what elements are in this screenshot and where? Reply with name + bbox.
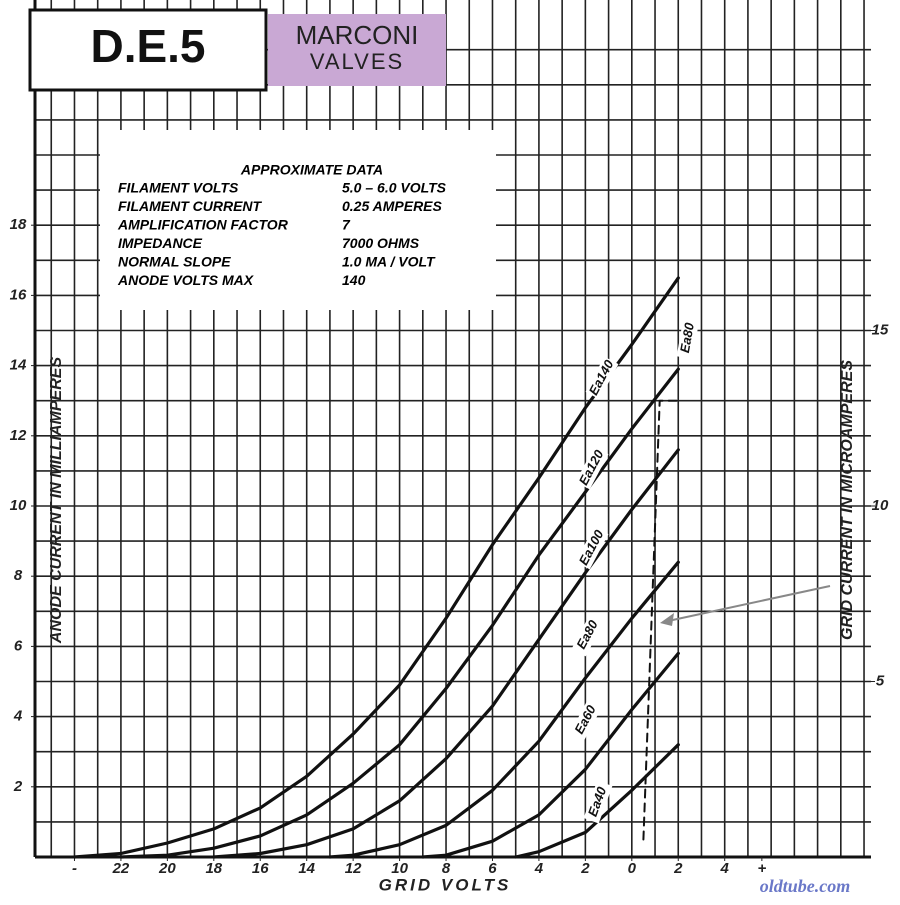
info-value: 7	[342, 217, 351, 233]
x-tick-label: 20	[158, 860, 176, 877]
y-tick-label: 10	[10, 497, 27, 514]
info-value: 5.0 – 6.0 VOLTS	[342, 180, 447, 196]
info-label: AMPLIFICATION FACTOR	[117, 217, 289, 233]
x-tick-label: 10	[391, 860, 408, 877]
y-tick-label: 16	[10, 286, 27, 303]
info-value: 0.25 AMPERES	[342, 198, 443, 214]
info-label: NORMAL SLOPE	[118, 254, 231, 270]
x-tick-label: 2	[580, 860, 590, 877]
x-tick-label: 8	[442, 860, 451, 877]
annotation-arrow	[667, 585, 831, 622]
series-line	[514, 743, 680, 859]
brand-line: VALVES	[310, 49, 404, 74]
info-label: ANODE VOLTS MAX	[117, 272, 255, 288]
info-label: IMPEDANCE	[118, 235, 203, 251]
series-line	[642, 399, 680, 841]
series-label-bg	[575, 526, 609, 570]
series-line	[328, 560, 680, 859]
y-tick-label: 18	[10, 216, 27, 233]
y-tick-label: 4	[13, 708, 23, 725]
series-label-bg	[571, 613, 605, 657]
x-tick-label: 0	[628, 860, 637, 877]
y-tick-label: 2	[13, 778, 23, 795]
series-line	[119, 367, 680, 859]
info-label: FILAMENT VOLTS	[118, 180, 239, 196]
y-tick-label: 14	[10, 357, 27, 374]
series-line	[72, 276, 680, 859]
x-tick-label: 6	[488, 860, 497, 877]
y-axis-label: ANODE CURRENT IN MILLIAMPERES	[48, 357, 65, 645]
x-tick-label: -	[72, 860, 77, 877]
y-tick-label: 6	[14, 637, 23, 654]
info-text: APPROXIMATE DATA FILAMENT VOLTS 5.0 – 6.0…	[117, 162, 447, 289]
y-tick-label: 12	[10, 427, 27, 444]
y2-tick-label: 15	[872, 321, 889, 338]
info-box	[100, 130, 496, 310]
y2-tick-label: 10	[872, 497, 889, 514]
x-tick-label: 22	[112, 860, 130, 877]
info-value: 1.0 MA / VOLT	[342, 254, 436, 270]
x-tick-label: 4	[534, 860, 544, 877]
y2-tick-label: 5	[876, 672, 885, 689]
y2-axis-label: GRID CURRENT IN MICROAMPERES	[839, 360, 856, 640]
series-line	[421, 651, 680, 859]
x-tick-label: 2	[673, 860, 683, 877]
info-value: 7000 OHMS	[342, 235, 420, 251]
series-label-bg	[575, 446, 609, 490]
series-label-bg	[583, 780, 613, 824]
x-tick-label: 12	[345, 860, 362, 877]
x-tick-label: 4	[720, 860, 730, 877]
info-title: APPROXIMATE DATA	[240, 162, 383, 178]
series-label-bg	[569, 698, 603, 742]
brand-box	[268, 14, 446, 86]
x-tick-label: +	[757, 860, 766, 877]
chart-title: D.E.5	[90, 20, 205, 72]
info-label: FILAMENT CURRENT	[118, 198, 263, 214]
x-tick-label: 16	[252, 860, 269, 877]
series-label: Ea80	[677, 321, 697, 354]
series-label-bg	[676, 316, 700, 360]
watermark: oldtube.com	[760, 876, 851, 896]
series-line	[212, 448, 680, 859]
series-label-bg	[585, 356, 619, 400]
y-tick-label: 8	[14, 567, 23, 584]
arrow-head	[660, 613, 674, 626]
info-value: 140	[342, 272, 366, 288]
x-tick-label: 14	[298, 860, 315, 877]
x-axis-label: GRID VOLTS	[379, 875, 512, 894]
brand-line: MARCONI	[296, 20, 419, 50]
title-box	[28, 8, 268, 92]
x-tick-label: 18	[205, 860, 222, 877]
